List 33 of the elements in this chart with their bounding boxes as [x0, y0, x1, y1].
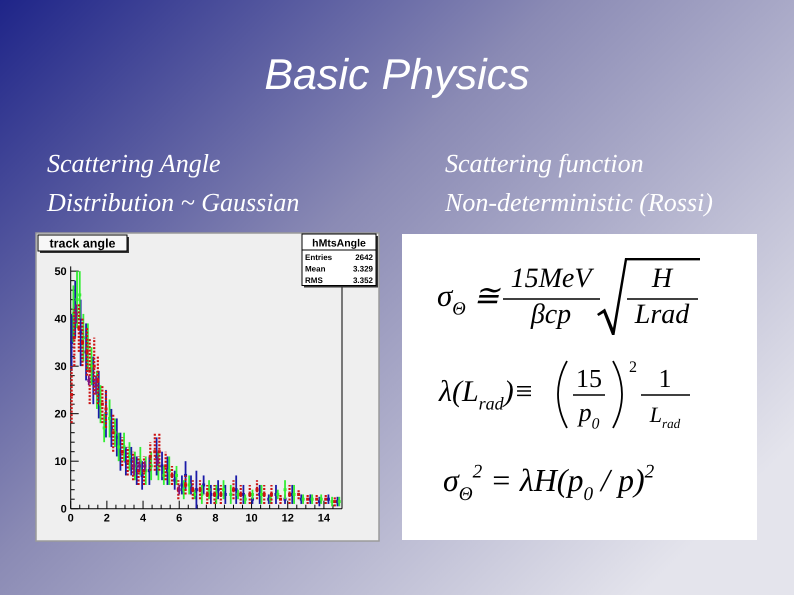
text: Scattering function Non-deterministic (Rossi): [444, 149, 713, 217]
y-tick-label: 50: [54, 266, 67, 278]
text: H: [650, 263, 674, 294]
x-tick-label: 14: [318, 512, 331, 525]
text: σ$_{Θ}$$^{2}$ = λH(p$_{0}$ / p)$^{2}$: [443, 462, 655, 505]
x-tick-label: 10: [245, 512, 258, 525]
text: 1: [658, 364, 672, 393]
text: p$_{0}$: [576, 398, 600, 432]
y-tick-label: 0: [60, 504, 67, 516]
y-tick-label: 20: [54, 408, 67, 421]
text: Lrad: [634, 299, 690, 330]
text: hMtsAngle: [312, 238, 366, 250]
text: RMS 3.352: [305, 276, 373, 285]
text: 15: [576, 364, 602, 393]
text: βcp: [530, 299, 572, 330]
text: L$_{rad}$: [648, 402, 681, 432]
text: Basic Physics: [264, 51, 530, 99]
x-tick-label: 4: [140, 512, 147, 525]
text: σ$_{Θ}$ ≅: [437, 278, 502, 320]
text: 15MeV: [510, 263, 594, 294]
text: λ(L$_{rad}$)≡: [438, 375, 534, 414]
x-tick-label: 6: [176, 512, 182, 525]
y-tick-label: 10: [54, 456, 67, 468]
text: Entries 2642: [305, 253, 373, 262]
text: Mean 3.329: [305, 264, 373, 274]
x-tick-label: 8: [212, 512, 218, 525]
chart-subtitle: Scattering Angle Distribution ~ Gaussian: [46, 149, 300, 217]
x-tick-label: 12: [282, 512, 294, 525]
y-tick-label: 30: [54, 361, 67, 374]
text: 2: [629, 359, 637, 376]
x-tick-label: 2: [104, 512, 110, 525]
y-tick-label: 40: [54, 314, 67, 326]
chart-title: track angle: [49, 236, 116, 250]
